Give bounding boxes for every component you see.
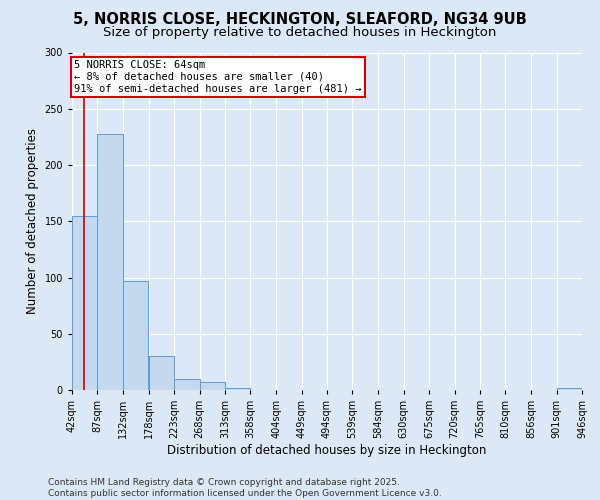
Text: Size of property relative to detached houses in Heckington: Size of property relative to detached ho… — [103, 26, 497, 39]
Bar — [557, 388, 582, 390]
Bar — [123, 281, 148, 390]
X-axis label: Distribution of detached houses by size in Heckington: Distribution of detached houses by size … — [167, 444, 487, 457]
Bar — [225, 388, 250, 390]
Text: Contains HM Land Registry data © Crown copyright and database right 2025.
Contai: Contains HM Land Registry data © Crown c… — [48, 478, 442, 498]
Bar — [199, 382, 225, 390]
Bar — [174, 379, 200, 390]
Text: 5 NORRIS CLOSE: 64sqm
← 8% of detached houses are smaller (40)
91% of semi-detac: 5 NORRIS CLOSE: 64sqm ← 8% of detached h… — [74, 60, 362, 94]
Bar — [72, 216, 97, 390]
Y-axis label: Number of detached properties: Number of detached properties — [26, 128, 39, 314]
Bar — [149, 356, 174, 390]
Text: 5, NORRIS CLOSE, HECKINGTON, SLEAFORD, NG34 9UB: 5, NORRIS CLOSE, HECKINGTON, SLEAFORD, N… — [73, 12, 527, 28]
Bar — [97, 134, 123, 390]
